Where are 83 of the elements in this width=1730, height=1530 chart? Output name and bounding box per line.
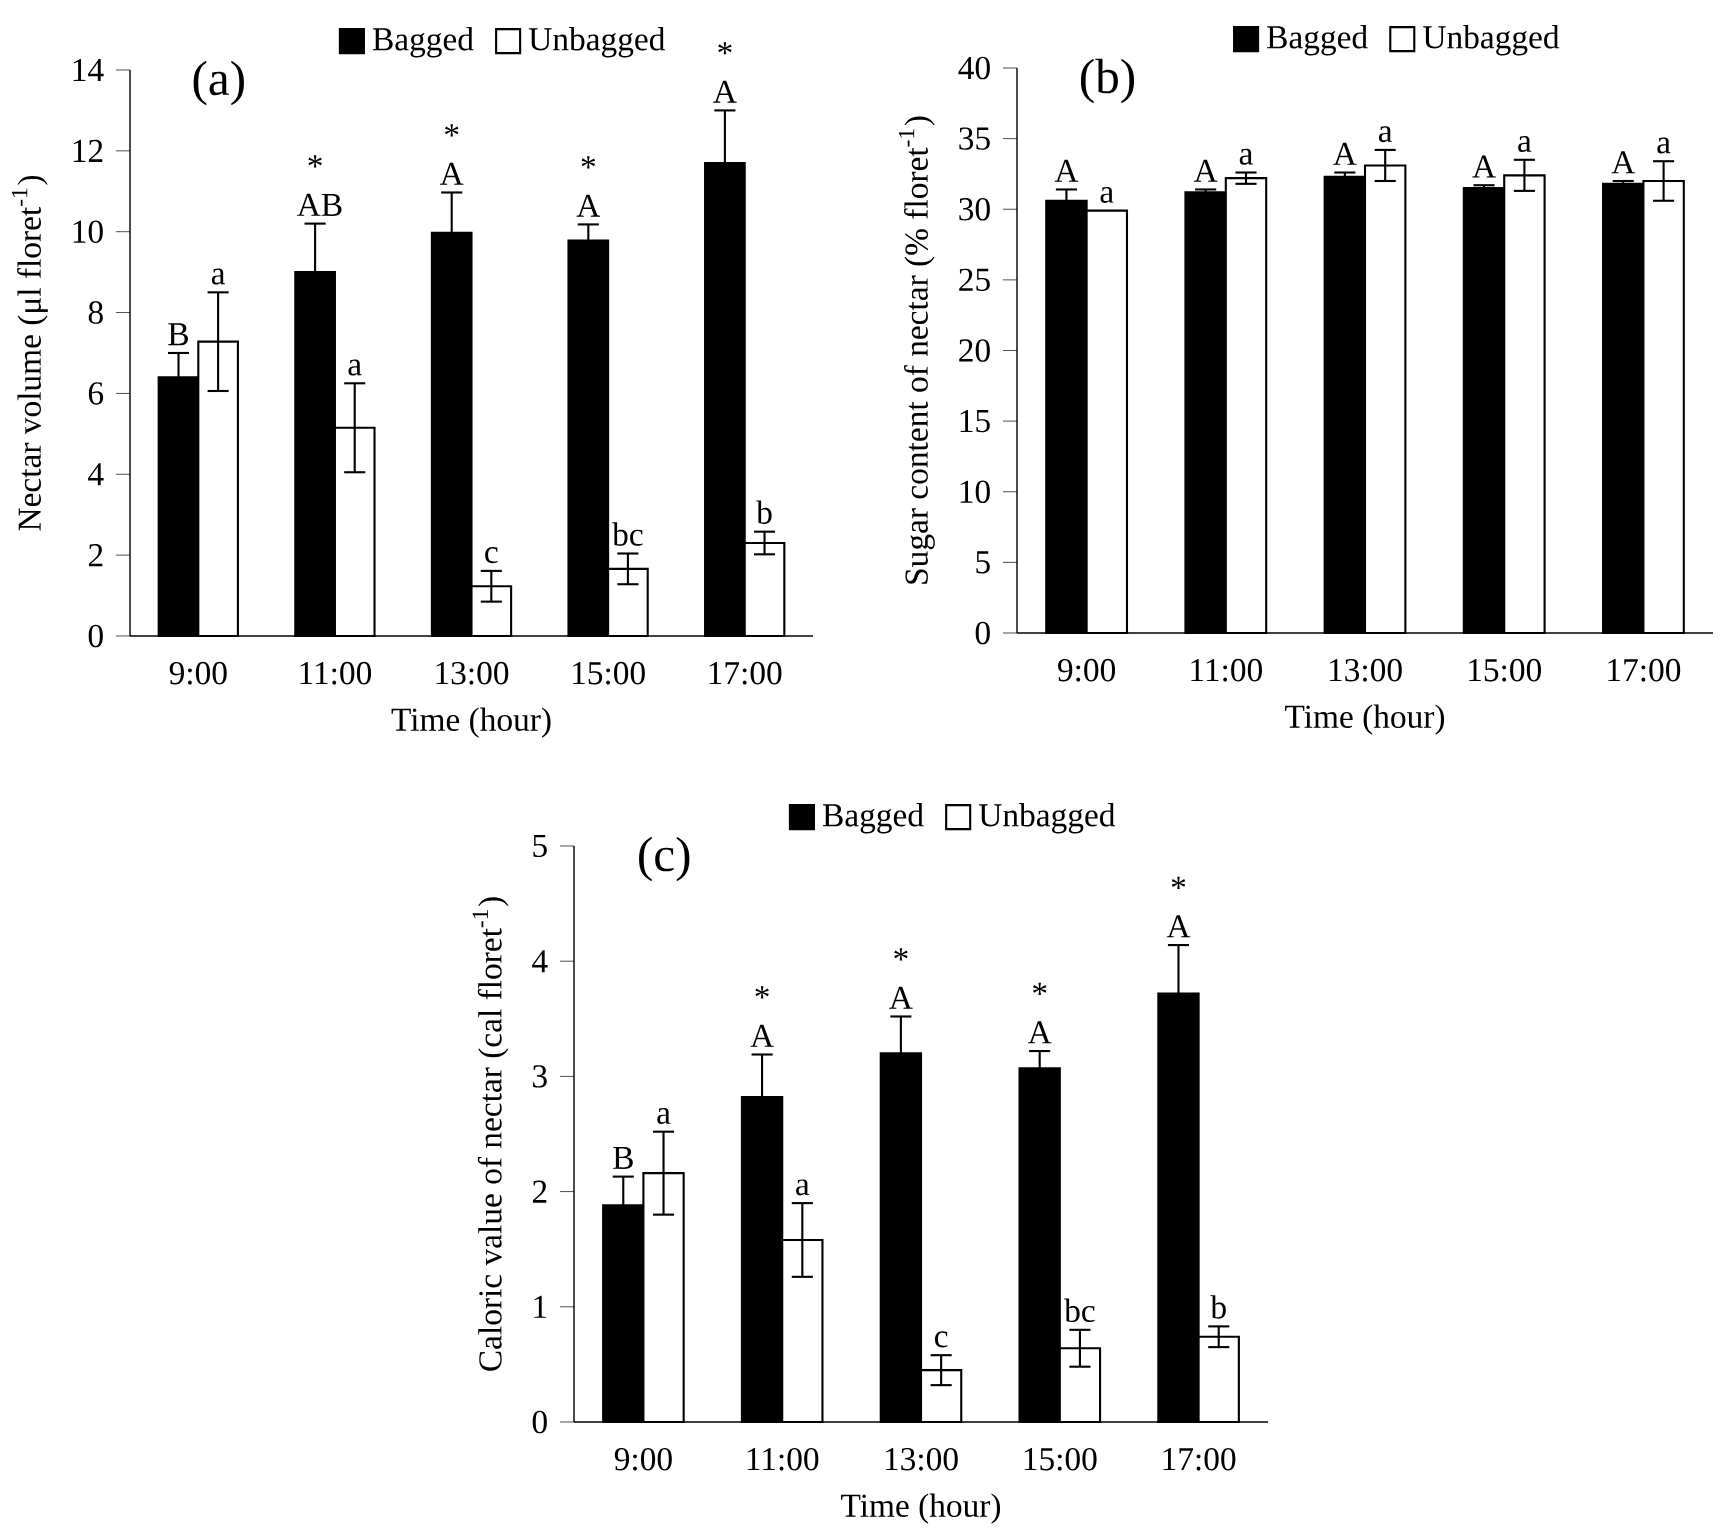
x-tick-label: 15:00 bbox=[1469, 658, 1541, 682]
y-axis-title: Sugar content of nectar (% floret$^{-1}$) bbox=[898, 116, 935, 584]
data-label: * A bbox=[439, 124, 464, 185]
y-tick-label: 10 bbox=[73, 220, 103, 243]
data-label: a bbox=[1378, 126, 1393, 143]
y-tick-label: 5 bbox=[976, 551, 990, 574]
data-label: B bbox=[168, 323, 189, 346]
y-tick-label: 20 bbox=[959, 339, 990, 362]
y-tick-label: 1 bbox=[534, 1295, 547, 1318]
x-tick-label: 13:00 bbox=[436, 661, 509, 685]
y-tick-label: 3 bbox=[533, 1065, 547, 1088]
data-label: A bbox=[1333, 142, 1357, 165]
y-tick-label: 4 bbox=[532, 950, 548, 973]
y-tick-label: 15 bbox=[960, 409, 990, 433]
x-tick-label: 11:00 bbox=[747, 1447, 819, 1471]
data-label: bc bbox=[1064, 1298, 1095, 1323]
data-label: a bbox=[1657, 137, 1671, 154]
data-label: b bbox=[756, 500, 772, 524]
x-tick-label: 17:00 bbox=[1163, 1447, 1236, 1471]
data-label: * A bbox=[750, 986, 774, 1047]
data-label: A bbox=[1193, 159, 1218, 182]
x-tick-label: 17:00 bbox=[1608, 658, 1681, 682]
data-label: a bbox=[348, 359, 362, 376]
data-label: a bbox=[1100, 186, 1114, 203]
y-tick-label: 10 bbox=[960, 480, 990, 504]
data-label: bc bbox=[612, 522, 643, 546]
y-tick-label: 12 bbox=[73, 139, 103, 162]
data-label: * A bbox=[713, 42, 737, 103]
data-label: a bbox=[211, 268, 226, 285]
data-label: c bbox=[485, 547, 498, 564]
y-tick-label: 35 bbox=[959, 127, 990, 150]
data-label: a bbox=[1239, 148, 1253, 165]
x-tick-label: 13:00 bbox=[885, 1447, 958, 1471]
y-axis-title: Caloric value of nectar (cal floret$^{-1}$) bbox=[472, 897, 509, 1371]
x-axis-title: Time (hour) bbox=[1285, 704, 1445, 735]
y-tick-label: 0 bbox=[975, 621, 990, 645]
legend-label: Bagged bbox=[1267, 25, 1368, 56]
legend-label: Unbagged bbox=[1423, 25, 1560, 56]
data-label: a bbox=[796, 1179, 810, 1196]
legend-label: Unbagged bbox=[528, 27, 666, 58]
y-tick-label: 2 bbox=[88, 544, 103, 567]
y-tick-label: 5 bbox=[533, 834, 547, 858]
legend-label: Bagged bbox=[372, 27, 474, 58]
y-tick-label: 25 bbox=[959, 268, 990, 292]
data-label: * A bbox=[889, 948, 913, 1009]
x-tick-label: 17:00 bbox=[709, 661, 782, 685]
chart-title: (a) bbox=[193, 60, 244, 106]
data-label: B bbox=[613, 1146, 633, 1169]
data-label: a bbox=[1518, 136, 1532, 153]
y-axis-title: Nectar volume (μl floret$^{-1}$) bbox=[11, 175, 48, 531]
data-label: a bbox=[657, 1107, 671, 1124]
x-tick-label: 15:00 bbox=[1024, 1447, 1097, 1471]
legend-label: Bagged bbox=[822, 803, 924, 834]
legend-label: Unbagged bbox=[978, 803, 1116, 834]
chart-title: (c) bbox=[639, 836, 690, 882]
data-label: A bbox=[1472, 155, 1496, 178]
y-tick-label: 40 bbox=[958, 56, 990, 80]
y-tick-label: 6 bbox=[88, 382, 104, 405]
x-axis-title: Time (hour) bbox=[841, 1493, 1001, 1524]
x-tick-label: 11:00 bbox=[1191, 658, 1262, 682]
y-tick-label: 4 bbox=[88, 463, 104, 486]
x-tick-label: 11:00 bbox=[300, 661, 372, 685]
y-tick-label: 14 bbox=[73, 58, 104, 81]
y-tick-label: 0 bbox=[532, 1410, 547, 1434]
x-tick-label: 15:00 bbox=[573, 661, 645, 685]
y-tick-label: 30 bbox=[959, 197, 990, 221]
y-tick-label: 0 bbox=[88, 624, 103, 648]
y-tick-label: 8 bbox=[88, 301, 103, 324]
x-tick-label: 9:00 bbox=[614, 1447, 672, 1471]
data-label: * A bbox=[1027, 982, 1052, 1044]
x-tick-label: 9:00 bbox=[169, 661, 227, 685]
x-tick-label: 9:00 bbox=[1058, 658, 1116, 682]
data-label: A bbox=[1054, 159, 1079, 182]
data-label: c bbox=[934, 1331, 948, 1348]
x-tick-label: 13:00 bbox=[1329, 658, 1402, 682]
y-tick-label: 2 bbox=[532, 1180, 547, 1203]
data-label: A bbox=[1611, 151, 1636, 174]
data-label: * A bbox=[576, 156, 601, 217]
x-axis-title: Time (hour) bbox=[391, 707, 551, 738]
data-label: * AB bbox=[297, 155, 342, 216]
chart-title: (b) bbox=[1080, 58, 1135, 104]
data-label: * A bbox=[1166, 876, 1191, 938]
data-label: b bbox=[1210, 1295, 1226, 1319]
